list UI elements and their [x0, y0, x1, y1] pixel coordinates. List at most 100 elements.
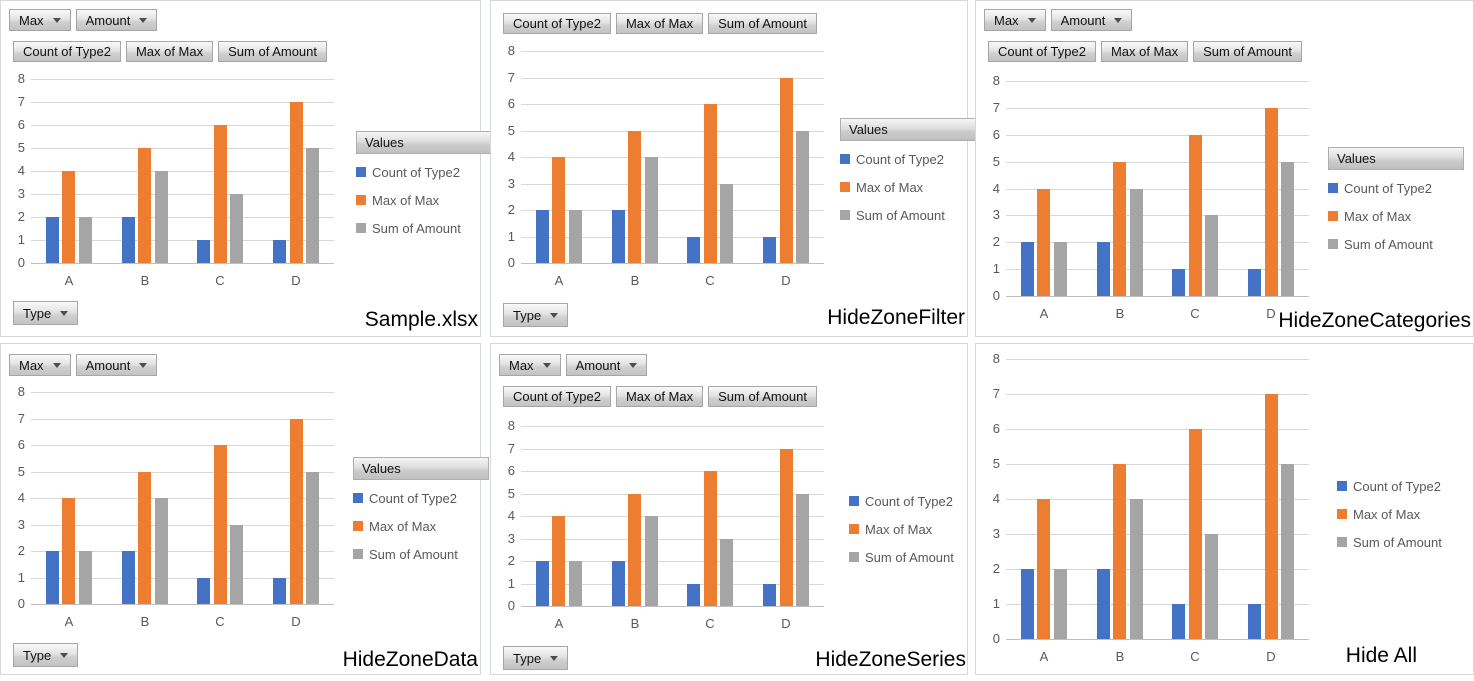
legend-swatch-max-of-max: [1337, 509, 1347, 519]
report-filter-button-row: Max Amount: [984, 9, 1137, 31]
field-button-sum-of-amount[interactable]: Sum of Amount: [218, 41, 328, 62]
y-axis-tick-label: 2: [992, 561, 1000, 576]
field-button-max-of-max[interactable]: Max of Max: [615, 13, 704, 34]
bar-count-of-type2-a: [1021, 569, 1034, 639]
y-axis-tick-label: 6: [992, 421, 1000, 436]
filter-button-max[interactable]: Max: [984, 9, 1046, 31]
field-button-max-of-max[interactable]: Max of Max: [615, 386, 704, 407]
y-axis-tick-label: 8: [507, 418, 515, 433]
bar-count-of-type2-c: [197, 240, 210, 263]
y-axis-tick-label: 5: [17, 140, 25, 155]
category-filter-button-type[interactable]: Type: [13, 301, 79, 325]
legend-label: Sum of Amount: [1353, 534, 1442, 550]
report-filter-button-row: Max Amount: [9, 9, 162, 31]
legend-values-header-button[interactable]: Values: [353, 457, 489, 480]
legend-item-max-of-max: Max of Max: [1337, 506, 1421, 522]
bar-max-of-max-c: [1189, 135, 1202, 296]
field-button-sum-of-amount[interactable]: Sum of Amount: [708, 13, 818, 34]
filter-button-amount[interactable]: Amount: [565, 354, 648, 376]
y-axis-tick-label: 8: [507, 43, 515, 58]
field-button-count-of-type2[interactable]: Count of Type2: [503, 386, 611, 407]
bar-max-of-max-a: [62, 498, 75, 604]
gridline: [1006, 242, 1309, 243]
bar-sum-of-amount-d: [1281, 162, 1294, 296]
category-filter-button-type[interactable]: Type: [13, 643, 79, 667]
field-button-max-of-max[interactable]: Max of Max: [125, 41, 214, 62]
plot-area: 0 1 2 3 4 5 6 7 8 A B C D: [976, 344, 1473, 674]
gridline: [521, 157, 824, 158]
legend-item-count-of-type2: Count of Type2: [353, 491, 457, 506]
bar-count-of-type2-b: [612, 561, 625, 606]
dropdown-arrow-icon: [139, 362, 148, 368]
x-axis-category-label: D: [1266, 649, 1276, 664]
filter-button-max[interactable]: Max: [9, 354, 71, 376]
x-axis-category-label: B: [1115, 306, 1125, 321]
gridline: [1006, 108, 1309, 109]
field-button-sum-of-amount[interactable]: Sum of Amount: [1193, 41, 1303, 62]
category-filter-button-type[interactable]: Type: [503, 303, 569, 327]
bar-count-of-type2-b: [122, 551, 135, 604]
filter-button-amount[interactable]: Amount: [75, 9, 158, 31]
category-filter-button-type[interactable]: Type: [503, 646, 569, 670]
legend-label: Sum of Amount: [856, 207, 945, 223]
gridline: [521, 104, 824, 105]
y-axis-tick-label: 7: [507, 441, 515, 456]
bar-max-of-max-a: [62, 171, 75, 263]
filter-button-max[interactable]: Max: [499, 354, 561, 376]
field-button-label: Max of Max: [625, 389, 694, 404]
gridline: [1006, 534, 1309, 535]
y-axis-tick-label: 5: [992, 456, 1000, 471]
x-axis-line: [31, 263, 334, 264]
field-button-label: Sum of Amount: [718, 389, 808, 404]
field-button-count-of-type2[interactable]: Count of Type2: [13, 41, 121, 62]
bar-sum-of-amount-d: [796, 131, 809, 263]
chart-name-label: Sample.xlsx: [364, 308, 478, 331]
legend-label: Max of Max: [369, 518, 437, 534]
x-axis-category-label: D: [291, 614, 301, 629]
dropdown-arrow-icon: [1114, 17, 1123, 23]
legend-item-sum-of-amount: Sum of Amount: [849, 550, 954, 565]
gridline: [1006, 135, 1309, 136]
legend-label: Count of Type2: [865, 493, 953, 509]
y-axis-tick-label: 6: [507, 463, 515, 478]
y-axis-tick-label: 1: [992, 261, 1000, 276]
field-button-count-of-type2[interactable]: Count of Type2: [503, 13, 611, 34]
gridline: [521, 237, 824, 238]
y-axis-tick-label: 1: [17, 570, 25, 585]
legend-values-header-button[interactable]: Values: [1328, 147, 1464, 170]
value-field-button-row: Count of Type2 Max of Max Sum of Amount: [13, 41, 332, 62]
bar-sum-of-amount-a: [569, 210, 582, 263]
bar-sum-of-amount-a: [79, 217, 92, 263]
gridline: [1006, 359, 1309, 360]
y-axis-tick-label: 0: [507, 255, 515, 270]
bar-sum-of-amount-c: [1205, 215, 1218, 296]
filter-button-max[interactable]: Max: [9, 9, 71, 31]
y-axis-tick-label: 7: [992, 100, 1000, 115]
y-axis-tick-label: 2: [507, 553, 515, 568]
legend-label: Count of Type2: [372, 164, 460, 180]
y-axis-tick-label: 4: [992, 181, 1000, 196]
gridline: [31, 472, 334, 473]
field-button-max-of-max[interactable]: Max of Max: [1100, 41, 1189, 62]
x-axis-category-label: A: [64, 614, 74, 629]
filter-button-label: Max: [509, 357, 534, 373]
field-button-sum-of-amount[interactable]: Sum of Amount: [708, 386, 818, 407]
gridline: [31, 148, 334, 149]
legend-values-header-button[interactable]: Values: [356, 131, 492, 154]
gridline: [521, 51, 824, 52]
pivot-chart-panel-hidezonecategories: 0 1 2 3 4 5 6 7 8 A B C D Max Amount Count of Type2 Ma…: [975, 0, 1474, 337]
filter-button-amount[interactable]: Amount: [75, 354, 158, 376]
filter-button-amount[interactable]: Amount: [1050, 9, 1133, 31]
bar-max-of-max-b: [628, 131, 641, 263]
legend-label: Max of Max: [1353, 506, 1421, 522]
field-button-label: Sum of Amount: [228, 44, 318, 59]
bar-sum-of-amount-c: [230, 194, 243, 263]
field-button-count-of-type2[interactable]: Count of Type2: [988, 41, 1096, 62]
x-axis-category-label: C: [705, 616, 715, 631]
legend-swatch-max-of-max: [849, 524, 859, 534]
gridline: [31, 392, 334, 393]
bar-max-of-max-c: [704, 471, 717, 606]
bar-count-of-type2-c: [197, 578, 210, 604]
bar-sum-of-amount-b: [645, 516, 658, 606]
legend-values-header-button[interactable]: Values: [840, 118, 976, 141]
